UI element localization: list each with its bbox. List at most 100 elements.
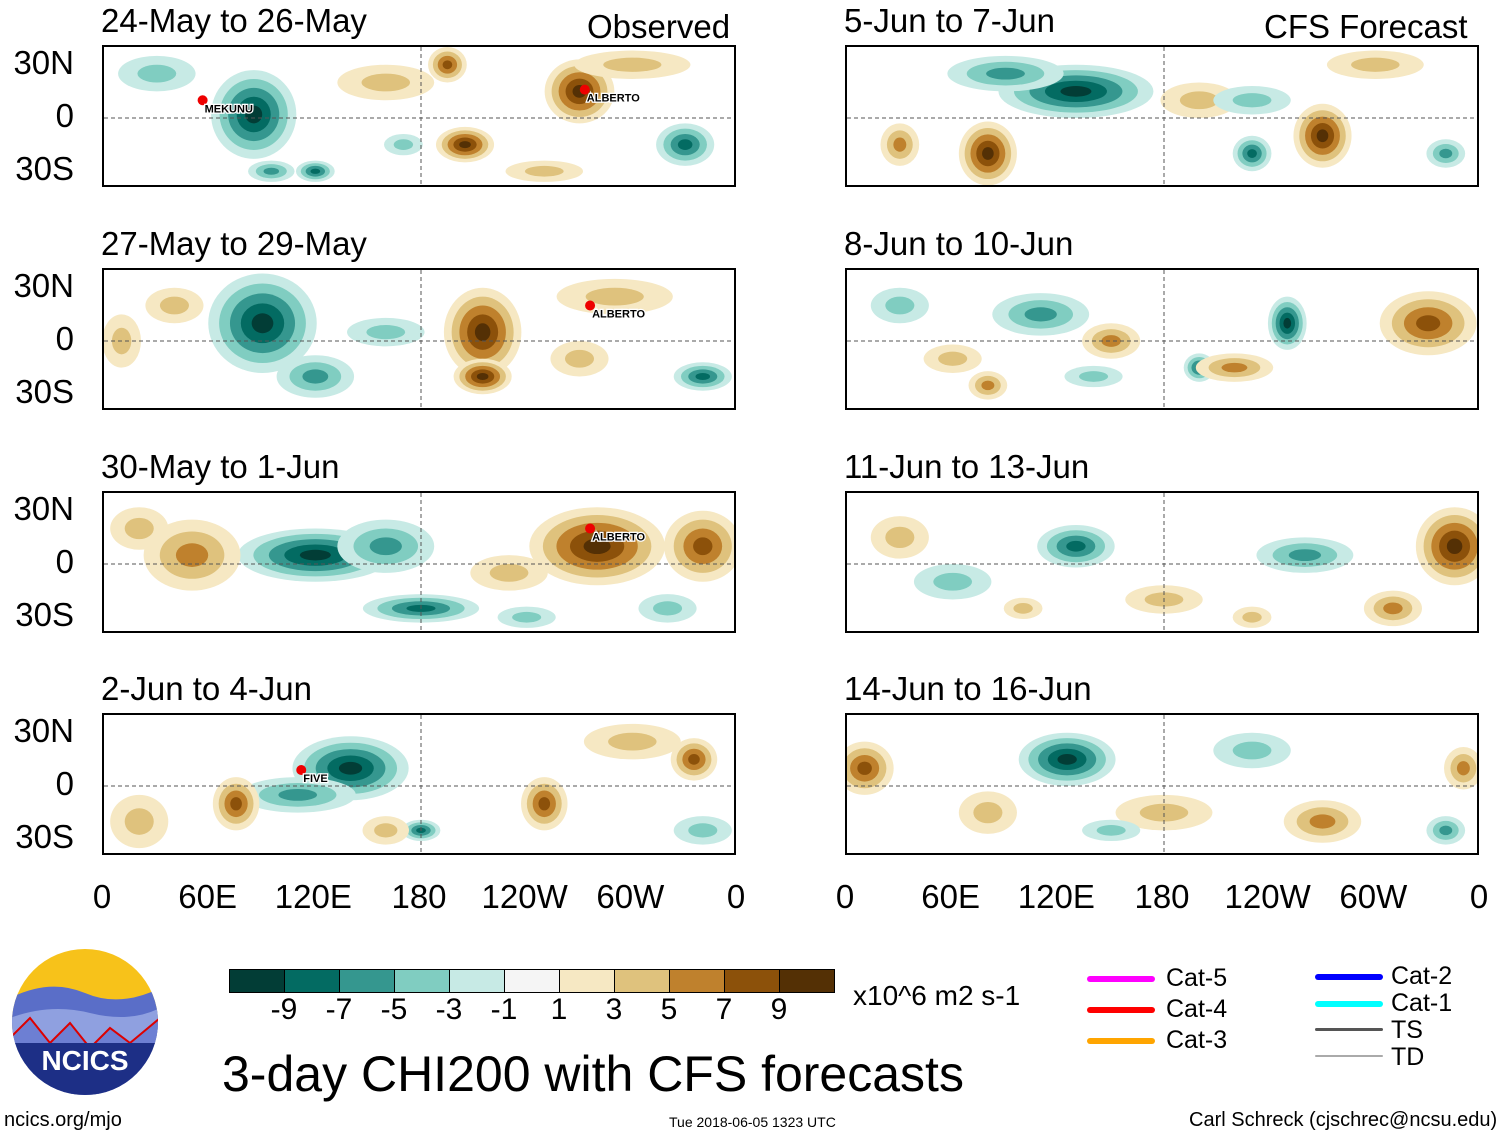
anomaly-contour: [538, 797, 551, 811]
colorbar-swatch: [450, 970, 505, 992]
anomaly-contour: [1383, 602, 1403, 615]
forecast-label: CFS Forecast: [1264, 8, 1468, 45]
anomaly-contour: [885, 526, 915, 549]
legend-label: TD: [1391, 1043, 1425, 1071]
lat-label: 0: [55, 320, 74, 357]
storm-track-icon: [296, 765, 307, 776]
anomaly-contour: [1456, 761, 1470, 776]
anomaly-contour: [1288, 549, 1322, 562]
anomaly-contour: [1351, 57, 1400, 72]
lat-label: 0: [55, 543, 74, 580]
figure-title: 3-day CHI200 with CFS forecasts: [222, 1046, 964, 1102]
anomaly-contour: [369, 537, 402, 556]
anomaly-contour: [564, 349, 595, 368]
lat-label: 0: [55, 97, 74, 134]
anomaly-contour: [299, 549, 331, 561]
colorbar-swatch: [670, 970, 725, 992]
anomaly-contour: [1316, 129, 1329, 143]
lon-label: 60E: [921, 878, 981, 915]
anomaly-contour: [1101, 335, 1121, 347]
storm-track-icon: [585, 300, 596, 311]
colorbar-swatch: [615, 970, 670, 992]
anomaly-contour: [1057, 754, 1077, 765]
anomaly-contour: [583, 538, 611, 555]
lat-label: 30S: [15, 150, 74, 188]
legend-line-cat-3: [1087, 1038, 1155, 1044]
lon-label: 0: [835, 878, 855, 915]
map-panel: ALBERTO: [102, 491, 736, 633]
colorbar-swatch: [780, 970, 834, 992]
anomaly-contour: [1283, 317, 1292, 329]
anomaly-contour: [366, 325, 406, 340]
legend-line-cat-2: [1315, 974, 1383, 980]
anomaly-contour: [393, 139, 414, 150]
anomaly-contour: [653, 601, 683, 616]
anomaly-contour: [688, 754, 700, 765]
legend-line-cat-1: [1315, 1001, 1383, 1007]
anomaly-contour: [1060, 86, 1092, 97]
lat-label: 30N: [13, 711, 74, 749]
colorbar-swatch: [505, 970, 560, 992]
lat-label: 30S: [15, 373, 74, 411]
map-panel: [845, 45, 1479, 187]
legend-line-cat-4: [1087, 1007, 1155, 1013]
colorbar-units: x10^6 m2 s-1: [853, 980, 1021, 1011]
anomaly-contour: [1096, 825, 1126, 836]
logo-text: NCICS: [41, 1045, 128, 1076]
colorbar-swatch: [340, 970, 395, 992]
colorbar: [229, 969, 835, 993]
anomaly-contour: [982, 147, 994, 160]
anomaly-contour: [1079, 371, 1109, 382]
anomaly-contour: [278, 788, 318, 801]
colorbar-swatch: [230, 970, 285, 992]
lon-label: 180: [391, 878, 447, 915]
anomaly-contour: [1446, 538, 1463, 555]
anomaly-contour: [474, 323, 491, 341]
anomaly-contour: [338, 761, 363, 775]
legend-label: Cat-1: [1391, 989, 1453, 1017]
anomaly-contour: [857, 761, 872, 775]
lat-label: 30N: [13, 266, 74, 304]
anomaly-contour: [1024, 307, 1057, 322]
storm-label: FIVE: [303, 773, 327, 785]
legend-label: TS: [1391, 1016, 1423, 1044]
anomaly-contour: [310, 168, 321, 174]
ncics-logo: NCICS: [12, 949, 158, 1095]
lon-label: 0: [726, 878, 746, 915]
anomaly-contour: [688, 823, 718, 838]
author-credit: Carl Schreck (cjschrec@ncsu.edu): [1189, 1109, 1498, 1131]
anomaly-contour: [1439, 825, 1453, 836]
legend-line-ts: [1315, 1028, 1383, 1031]
storm-track-icon: [579, 84, 590, 95]
map-panel: MEKUNU ALBERTO: [102, 45, 736, 187]
colorbar-label: 7: [715, 993, 733, 1026]
anomaly-contour: [1309, 814, 1336, 829]
lon-label: 180: [1134, 878, 1190, 915]
url-link[interactable]: ncics.org/mjo: [4, 1109, 122, 1131]
lat-label: 30S: [15, 818, 74, 856]
colorbar-swatch: [725, 970, 780, 992]
anomaly-contour: [981, 380, 995, 391]
anomaly-contour: [1221, 362, 1248, 373]
legend-label: Cat-3: [1166, 1026, 1228, 1054]
anomaly-contour: [1232, 741, 1272, 760]
anomaly-contour: [175, 543, 209, 567]
anomaly-contour: [1439, 148, 1453, 159]
storm-label: MEKUNU: [205, 103, 253, 115]
lon-label: 60E: [178, 878, 238, 915]
lon-label: 0: [1469, 878, 1489, 915]
colorbar-label: -7: [325, 993, 353, 1026]
anomaly-contour: [512, 611, 542, 623]
anomaly-contour: [893, 137, 907, 152]
lon-label: 120W: [481, 878, 568, 915]
anomaly-contour: [608, 732, 657, 751]
anomaly-contour: [230, 797, 242, 811]
anomaly-contour: [603, 57, 662, 72]
anomaly-contour: [693, 537, 713, 556]
anomaly-contour: [159, 296, 189, 315]
map-panel: [845, 268, 1479, 410]
colorbar-swatch: [395, 970, 450, 992]
panel-title: 2-Jun to 4-Jun: [101, 670, 312, 707]
legend-label: Cat-5: [1166, 964, 1228, 992]
